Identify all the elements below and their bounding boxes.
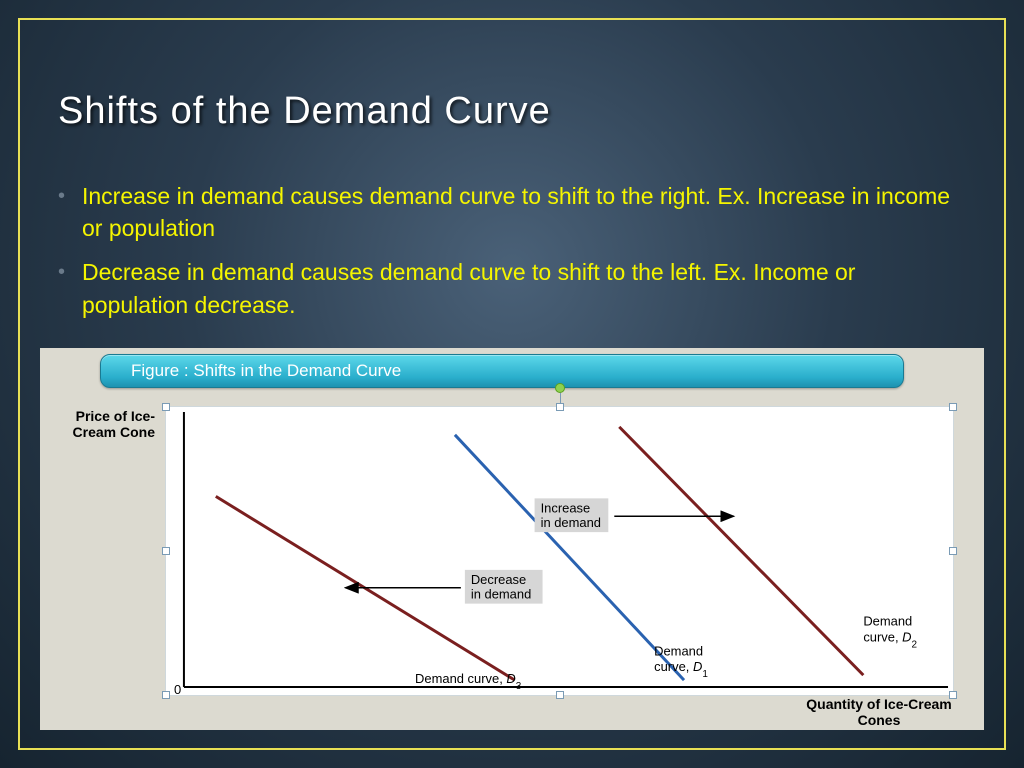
svg-text:Increase: Increase <box>541 500 591 515</box>
bullet-list: Increase in demand causes demand curve t… <box>58 180 966 333</box>
y-axis-label: Price of Ice-Cream Cone <box>65 408 155 440</box>
svg-text:Decrease: Decrease <box>471 572 526 587</box>
figure-container: Figure : Shifts in the Demand Curve Pric… <box>40 348 984 730</box>
slide-title: Shifts of the Demand Curve <box>58 90 551 133</box>
demand-curve-d1 <box>455 435 684 680</box>
plot-area: Increase in demand Decrease in demand De… <box>165 406 954 696</box>
bullet-item: Decrease in demand causes demand curve t… <box>58 256 966 320</box>
origin-label: 0 <box>174 682 181 697</box>
d3-label: Demand curve, D3 <box>415 671 522 691</box>
svg-text:in demand: in demand <box>471 587 531 602</box>
x-axis-label: Quantity of Ice-Cream Cones <box>804 696 954 728</box>
svg-text:in demand: in demand <box>541 515 601 530</box>
demand-chart-svg: Increase in demand Decrease in demand De… <box>166 407 953 695</box>
d1-label: Demand curve, D1 <box>654 643 708 679</box>
increase-label-box: Increase in demand <box>535 498 609 532</box>
demand-curve-d2 <box>619 427 863 675</box>
chart-area: Price of Ice-Cream Cone Quantity of Ice-… <box>50 396 974 730</box>
d2-label: Demand curve, D2 <box>863 614 917 650</box>
decrease-label-box: Decrease in demand <box>465 570 543 604</box>
bullet-item: Increase in demand causes demand curve t… <box>58 180 966 244</box>
figure-banner: Figure : Shifts in the Demand Curve <box>100 354 904 388</box>
